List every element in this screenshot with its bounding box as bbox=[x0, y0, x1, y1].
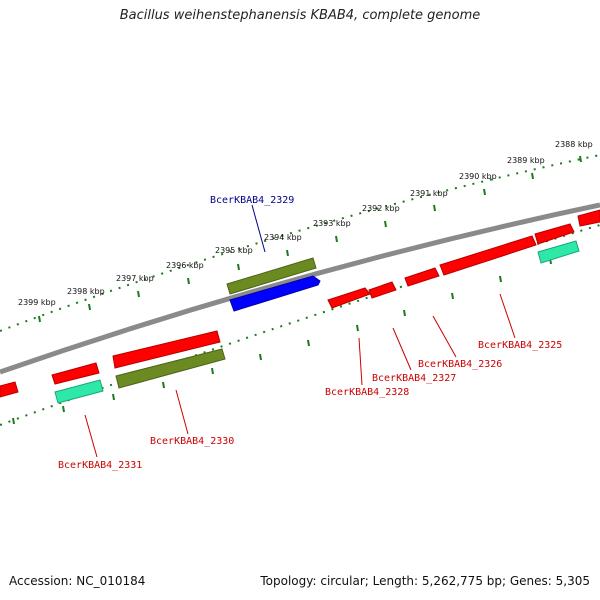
scale-label: 2399 kbp bbox=[18, 298, 56, 307]
scale-label: 2397 kbp bbox=[116, 274, 154, 283]
gene-2326[interactable] bbox=[404, 267, 440, 287]
scale-labels: 2388 kbp 2389 kbp 2390 kbp 2391 kbp 2392… bbox=[18, 140, 593, 307]
scale-label: 2396 kbp bbox=[166, 261, 204, 270]
gene-label-2325: BcerKBAB4_2325 bbox=[478, 340, 562, 351]
trna-right[interactable] bbox=[537, 240, 580, 264]
scale-label: 2389 kbp bbox=[507, 156, 545, 165]
genome-summary-text: Topology: circular; Length: 5,262,775 bp… bbox=[260, 574, 590, 588]
genome-title: Bacillus weihenstephanensis KBAB4, compl… bbox=[119, 8, 481, 23]
scale-label: 2395 kbp bbox=[215, 246, 253, 255]
gene-2330-red[interactable] bbox=[112, 330, 221, 369]
scale-label: 2392 kbp bbox=[362, 204, 400, 213]
genome-backbone bbox=[0, 202, 600, 375]
gene-label-2331: BcerKBAB4_2331 bbox=[58, 460, 142, 471]
outer-tick-track bbox=[0, 154, 600, 332]
gene-extra-right2[interactable] bbox=[577, 209, 600, 227]
gene-2329-olive[interactable] bbox=[226, 257, 317, 295]
gene-2329[interactable] bbox=[229, 275, 321, 312]
scale-label: 2390 kbp bbox=[459, 172, 497, 181]
gene-2328[interactable] bbox=[327, 287, 371, 309]
accession-text: Accession: NC_010184 bbox=[9, 574, 146, 588]
gene-2331-red[interactable] bbox=[51, 362, 100, 385]
gene-label-2326: BcerKBAB4_2326 bbox=[418, 359, 502, 370]
gene-labels: BcerKBAB4_2329 BcerKBAB4_2325 BcerKBAB4_… bbox=[58, 195, 562, 471]
gene-label-2327: BcerKBAB4_2327 bbox=[372, 373, 456, 384]
gene-2325[interactable] bbox=[439, 235, 537, 276]
scale-label: 2398 kbp bbox=[67, 287, 105, 296]
gene-2330[interactable] bbox=[115, 348, 226, 389]
gene-features bbox=[0, 209, 600, 404]
scale-label: 2391 kbp bbox=[410, 189, 448, 198]
scale-label: 2393 kbp bbox=[313, 219, 351, 228]
scale-label: 2394 kbp bbox=[264, 233, 302, 242]
gene-2327[interactable] bbox=[368, 281, 397, 299]
gene-label-2329: BcerKBAB4_2329 bbox=[210, 195, 294, 206]
gene-label-2328: BcerKBAB4_2328 bbox=[325, 387, 409, 398]
scale-label: 2388 kbp bbox=[555, 140, 593, 149]
gene-2331[interactable] bbox=[54, 379, 104, 404]
inner-tick-track bbox=[0, 224, 600, 426]
gene-extra-right1[interactable] bbox=[534, 223, 575, 245]
gene-extra-left[interactable] bbox=[0, 381, 19, 398]
leader-lines bbox=[84, 204, 516, 458]
major-ticks bbox=[12, 155, 582, 425]
gene-label-2330: BcerKBAB4_2330 bbox=[150, 436, 234, 447]
